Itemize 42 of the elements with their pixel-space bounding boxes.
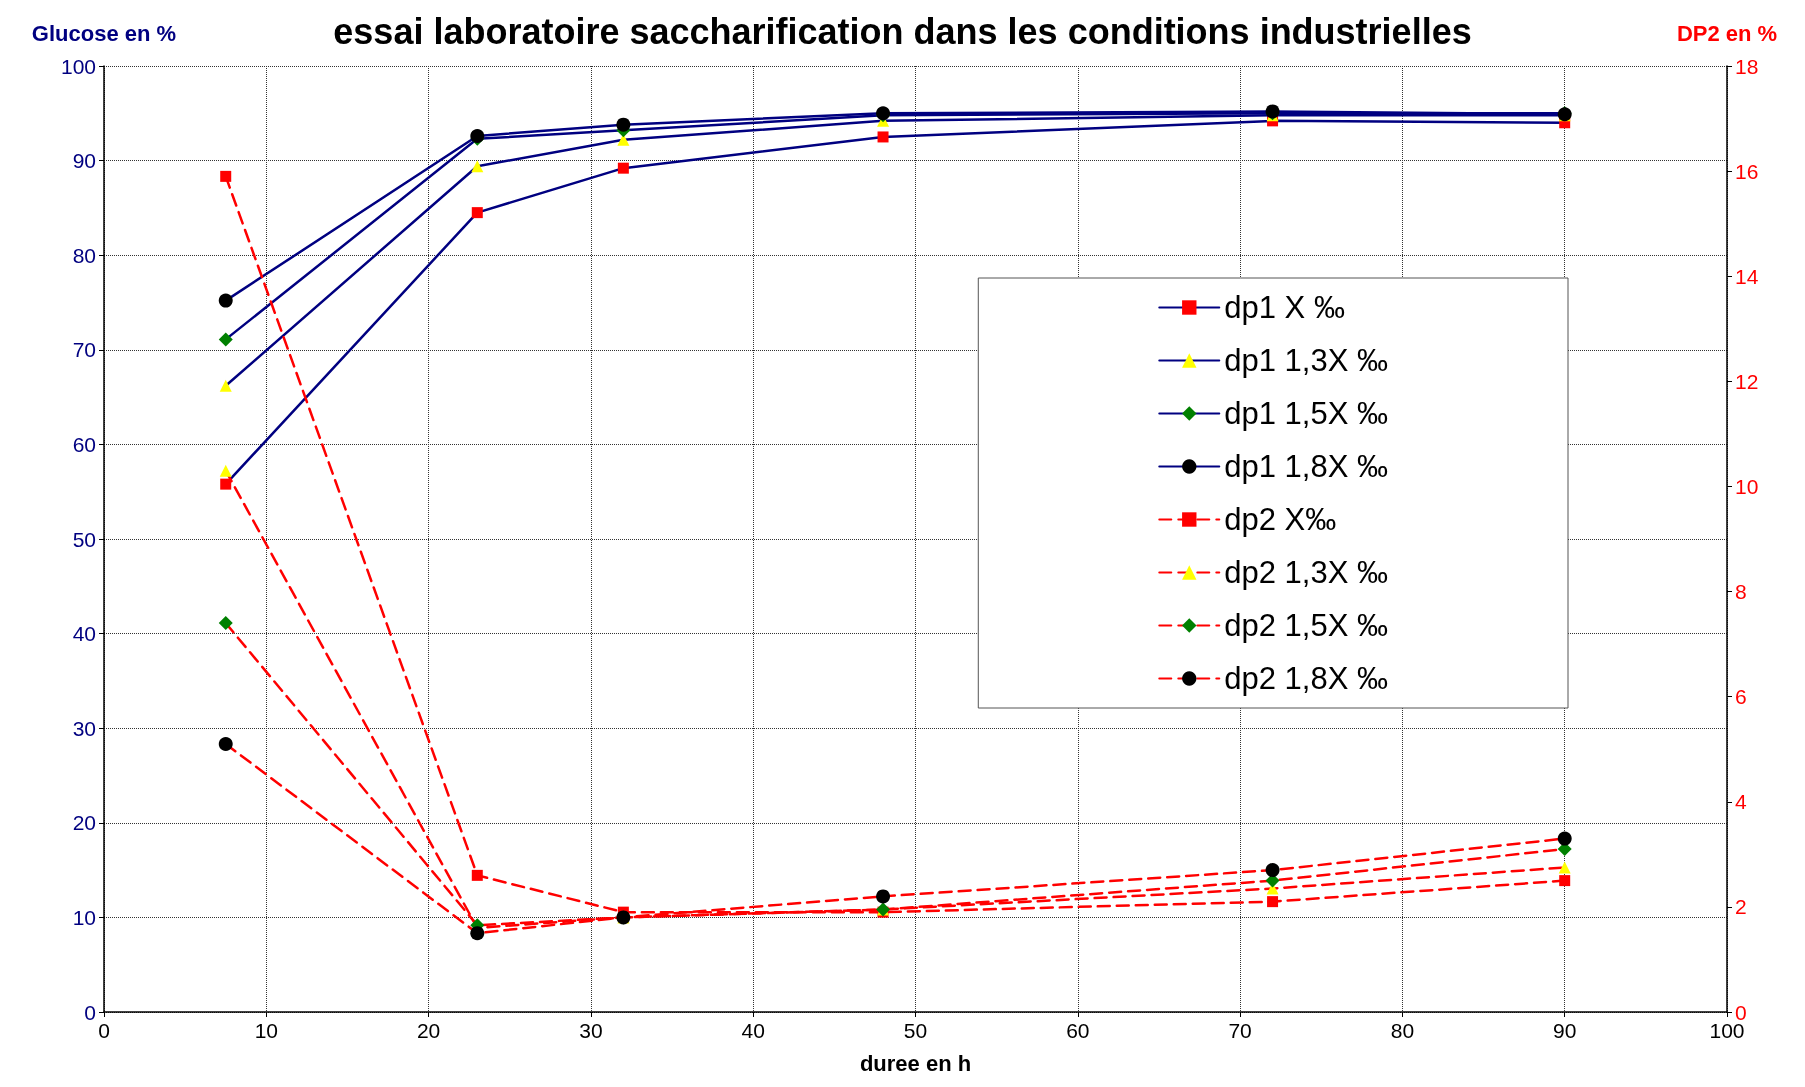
y-tick-label: 80 <box>72 243 96 267</box>
y-tick-label: 20 <box>72 811 96 835</box>
legend-label: dp2 X‰ <box>1224 502 1337 537</box>
y2-tick-label: 18 <box>1735 54 1759 78</box>
legend-label: dp1 X ‰ <box>1224 290 1345 325</box>
x-tick-label: 10 <box>254 1019 278 1042</box>
x-axis-title: duree en h <box>859 1050 972 1076</box>
x-tick-label: 80 <box>1390 1019 1415 1042</box>
x-tick-label: 60 <box>1066 1019 1090 1042</box>
y2-tick-label: 8 <box>1735 580 1747 604</box>
y-tick-label: 0 <box>84 1000 96 1024</box>
y-tick-label: 30 <box>72 716 96 740</box>
x-tick-label: 0 <box>98 1019 110 1042</box>
legend-label: dp1 1,3X ‰ <box>1224 343 1388 378</box>
y2-tick-label: 10 <box>1735 474 1759 498</box>
x-tick-label: 70 <box>1228 1019 1252 1042</box>
y-tick-label: 100 <box>60 54 96 78</box>
y-tick-label: 70 <box>72 338 96 362</box>
x-tick-label: 20 <box>416 1019 441 1042</box>
y2-tick-label: 14 <box>1735 264 1759 288</box>
legend-label: dp2 1,3X ‰ <box>1224 555 1388 590</box>
y-tick-label: 40 <box>72 622 96 646</box>
x-tick-label: 90 <box>1553 1019 1577 1042</box>
y-tick-label: 10 <box>72 905 96 929</box>
legend-label: dp1 1,8X ‰ <box>1224 449 1388 484</box>
x-tick-label: 40 <box>741 1019 765 1042</box>
y2-tick-label: 4 <box>1735 790 1747 814</box>
y-axis-title: Glucose en % <box>31 20 177 46</box>
legend-label: dp2 1,8X ‰ <box>1224 661 1388 696</box>
chart-title: essai laboratoire saccharification dans les conditions industrielles <box>333 10 1472 52</box>
y-tick-label: 60 <box>72 432 96 456</box>
y-tick-label: 90 <box>72 149 96 173</box>
y2-tick-label: 12 <box>1735 369 1759 393</box>
x-tick-label: 30 <box>579 1019 603 1042</box>
y2-tick-label: 16 <box>1735 159 1759 183</box>
legend-label: dp1 1,5X ‰ <box>1224 396 1388 431</box>
y2-tick-label: 6 <box>1735 685 1747 709</box>
y2-axis-title: DP2 en % <box>1676 20 1778 46</box>
y2-tick-label: 2 <box>1735 895 1747 919</box>
y-tick-label: 50 <box>72 527 96 551</box>
legend-label: dp2 1,5X ‰ <box>1224 608 1388 643</box>
x-tick-label: 50 <box>903 1019 928 1042</box>
